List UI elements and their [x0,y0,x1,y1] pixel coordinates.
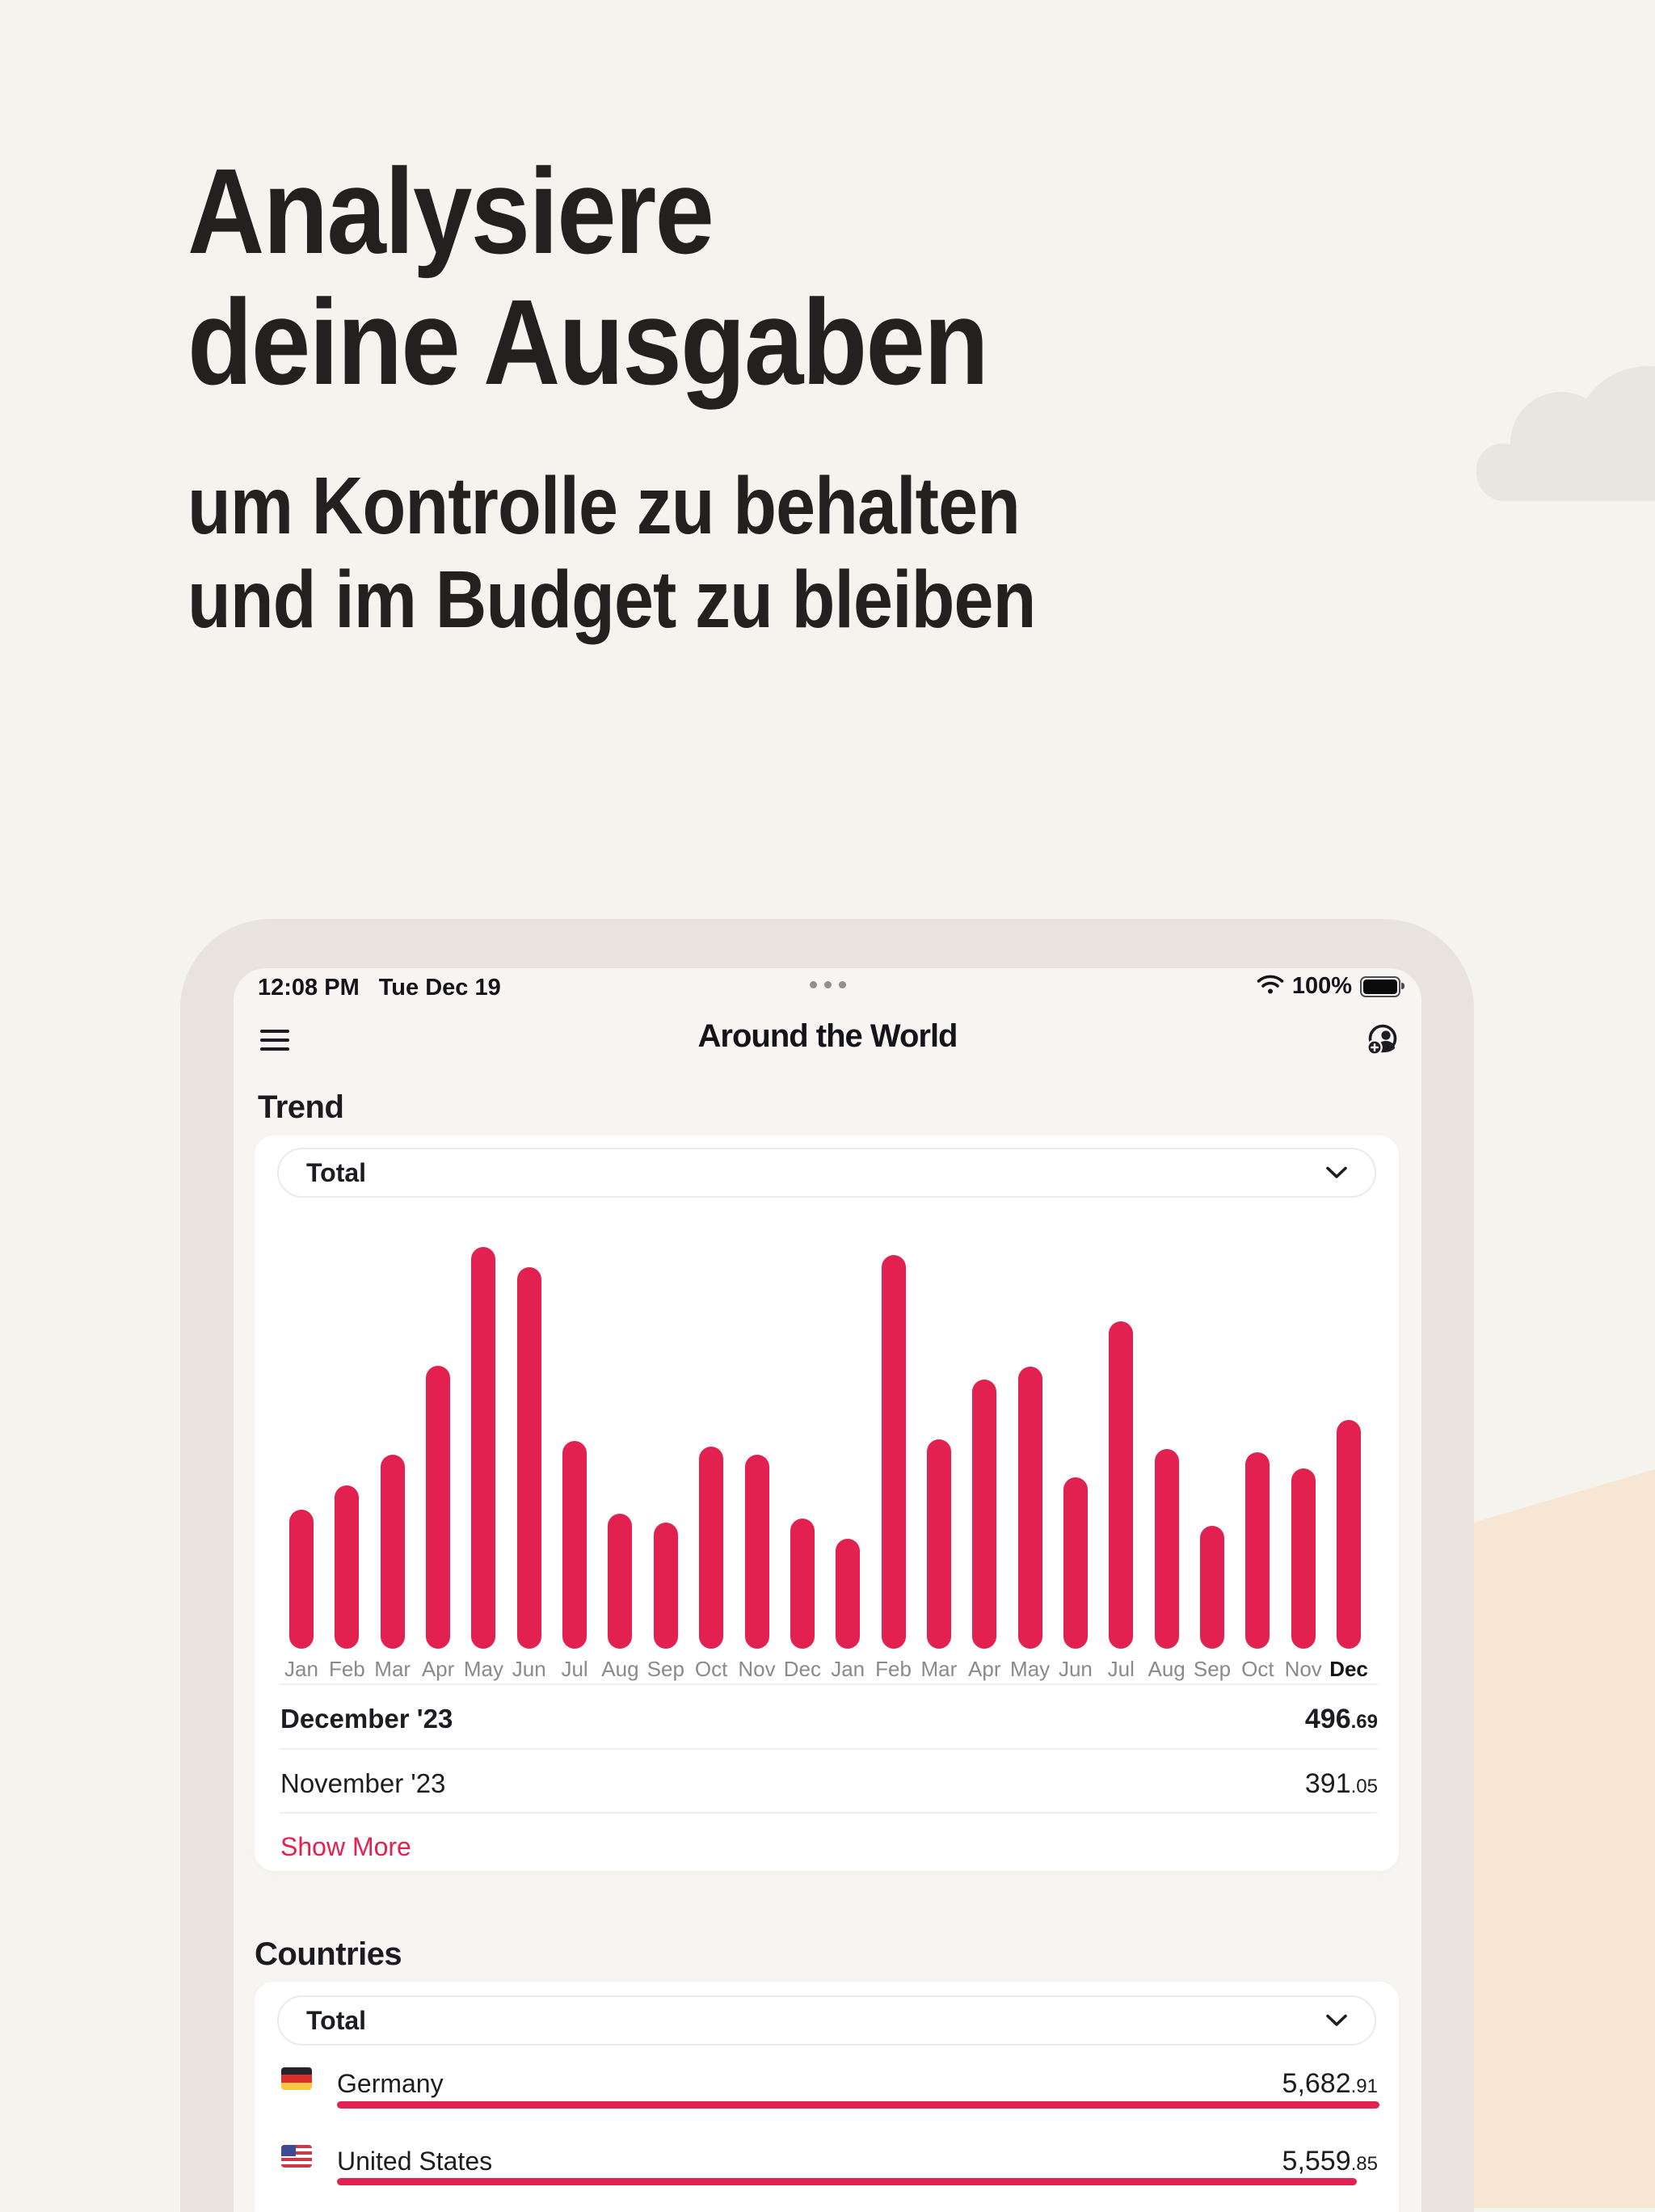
country-progress-bar [337,2178,1357,2185]
trend-filter-dropdown[interactable]: Total [277,1148,1376,1198]
chart-month-label: Feb [328,1657,365,1681]
trend-row-value: 391.05 [1304,1768,1378,1799]
chart-month-label: Jul [1107,1657,1135,1681]
trend-row-value: 496.69 [1304,1704,1378,1734]
chart-month-label: Jun [1058,1657,1093,1681]
chart-bar[interactable] [471,1247,496,1649]
chart-bar[interactable] [972,1380,997,1649]
hero-subtitle-line1: um Kontrolle zu behalten [187,461,1021,551]
chart-bar[interactable] [608,1514,633,1649]
divider [279,1812,1378,1814]
chart-bar[interactable] [426,1366,451,1649]
status-dots-icon [234,981,1421,988]
status-date: Tue Dec 19 [378,975,501,1001]
chart-month-label: Mar [920,1657,958,1681]
chart-bar[interactable] [1245,1452,1270,1649]
chart-bar[interactable] [790,1519,815,1649]
hero-title-line1: Analysiere [187,143,714,279]
country-name[interactable]: Germany [337,2069,444,2098]
chart-month-label: Nov [738,1657,776,1681]
trend-bar-chart: Jan Feb Mar Apr May Jun Jul Aug Sep Oct Nov Dec Jan F… [255,1135,1399,1871]
chart-bar[interactable] [926,1439,951,1649]
chart-month-label: Aug [1148,1657,1185,1681]
us-flag-icon [281,2145,312,2168]
chart-month-label: Jul [561,1657,588,1681]
hero-subtitle-line2: und im Budget zu bleiben [187,554,1036,645]
chart-month-label: Jun [512,1657,546,1681]
chart-month-label: Dec [1329,1657,1368,1681]
chart-bar[interactable] [836,1539,861,1649]
status-time: 12:08 PM [258,975,360,1001]
chart-month-label: Oct [694,1657,728,1681]
country-progress-bar [337,2101,1379,2109]
device-frame: 12:08 PM Tue Dec 19 100% Around the Worl… [180,919,1474,2212]
trend-section-header: Trend [258,1089,344,1125]
menu-hamburger-icon[interactable] [260,1030,289,1056]
wifi-icon [1257,974,1284,999]
show-more-link[interactable]: Show More [280,1832,411,1861]
chart-month-label: Nov [1284,1657,1322,1681]
divider [279,1748,1378,1750]
trend-filter-label: Total [306,1157,367,1187]
divider [279,1683,1378,1685]
chart-bar[interactable] [335,1485,360,1649]
country-value: 5,559.85 [1282,2146,1378,2176]
chart-month-label: May [1010,1657,1051,1681]
chart-month-label: Mar [374,1657,411,1681]
chart-bar[interactable] [562,1441,587,1649]
chart-month-label: Dec [783,1657,821,1681]
chart-month-label: Apr [968,1657,1001,1681]
trend-card: Total Jan Feb Mar Apr May Jun Jul Aug Sep Oct Nov D… [255,1135,1399,1871]
chart-bar[interactable] [881,1255,906,1649]
hero-subtitle: um Kontrolle zu behalten und im Budget z… [187,459,1254,647]
nav-title: Around the World [697,1018,958,1054]
chart-bar[interactable] [653,1523,678,1649]
chart-month-label: Sep [1193,1657,1232,1681]
chart-bar[interactable] [699,1447,724,1649]
chart-month-label: Sep [646,1657,684,1681]
de-flag-icon [281,2067,312,2090]
chart-bar[interactable] [380,1455,405,1649]
chart-bar[interactable] [1109,1321,1134,1649]
chevron-down-icon [1326,1166,1347,1178]
hero-title-line2: deine Ausgaben [187,274,989,410]
chart-bar[interactable] [1337,1420,1362,1649]
hero-title: Analysiere deine Ausgaben [187,145,1183,407]
chart-bar[interactable] [516,1267,541,1649]
chart-bar[interactable] [1291,1468,1316,1649]
chart-bar[interactable] [1154,1449,1179,1649]
chart-month-label: Jan [831,1657,865,1681]
country-name[interactable]: United States [337,2147,493,2176]
status-bar-left: 12:08 PM Tue Dec 19 [258,975,501,1001]
countries-section-header: Countries [255,1936,402,1972]
battery-icon [1360,975,1404,997]
chart-month-label: Jan [284,1657,318,1681]
countries-filter-label: Total [306,2005,367,2035]
chart-month-label: Apr [421,1657,455,1681]
chart-bar[interactable] [289,1510,314,1649]
trend-row-label[interactable]: December '23 [280,1704,453,1734]
cloud-shape [1476,366,1655,501]
chart-month-label: Aug [601,1657,639,1681]
countries-card: Total Germany 5,682.91 United States 5,559.… [255,1982,1399,2212]
chart-month-label: Feb [875,1657,912,1681]
countries-filter-dropdown[interactable]: Total [277,1995,1376,2046]
add-person-icon[interactable] [1365,1023,1399,1061]
country-value: 5,682.91 [1282,2068,1378,2099]
chevron-down-icon [1326,2014,1347,2026]
chart-month-label: May [463,1657,503,1681]
status-bar-right: 100% [1257,973,1404,1000]
chart-bar[interactable] [744,1455,769,1649]
chart-bar[interactable] [1200,1526,1224,1649]
chart-month-label: Oct [1241,1657,1274,1681]
chart-bar[interactable] [1017,1367,1042,1649]
device-screen: 12:08 PM Tue Dec 19 100% Around the Worl… [234,968,1421,2212]
trend-row-label[interactable]: November '23 [280,1768,446,1798]
battery-percent: 100% [1291,973,1352,999]
chart-bar[interactable] [1063,1477,1088,1649]
